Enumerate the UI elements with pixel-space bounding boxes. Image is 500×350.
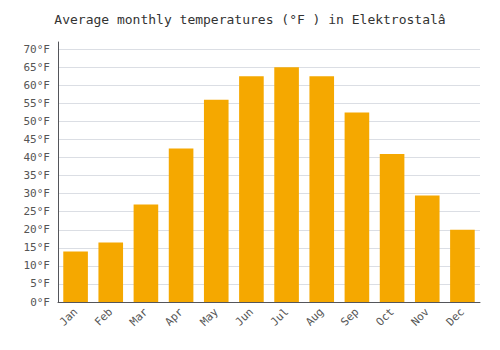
svg-text:Feb: Feb (92, 305, 115, 328)
svg-text:20°F: 20°F (24, 223, 51, 236)
svg-text:May: May (198, 305, 221, 328)
svg-text:15°F: 15°F (24, 241, 51, 254)
svg-text:Nov: Nov (409, 305, 432, 328)
svg-text:60°F: 60°F (24, 79, 51, 92)
svg-text:Dec: Dec (444, 305, 467, 328)
svg-text:Sep: Sep (338, 305, 361, 328)
svg-text:Aug: Aug (303, 305, 326, 328)
svg-text:5°F: 5°F (30, 277, 50, 290)
svg-text:35°F: 35°F (24, 169, 51, 182)
svg-text:Jul: Jul (268, 305, 291, 328)
svg-text:25°F: 25°F (24, 205, 51, 218)
svg-text:Jun: Jun (233, 305, 256, 328)
svg-text:55°F: 55°F (24, 97, 51, 110)
svg-text:Apr: Apr (162, 305, 185, 328)
svg-text:10°F: 10°F (24, 259, 51, 272)
svg-text:0°F: 0°F (30, 296, 50, 309)
svg-text:40°F: 40°F (24, 151, 51, 164)
svg-text:30°F: 30°F (24, 187, 51, 200)
svg-text:45°F: 45°F (24, 133, 51, 146)
svg-text:70°F: 70°F (24, 43, 51, 56)
svg-text:Jan: Jan (57, 305, 80, 328)
svg-text:50°F: 50°F (24, 115, 51, 128)
svg-text:Oct: Oct (373, 305, 396, 328)
svg-text:Mar: Mar (127, 305, 150, 328)
svg-text:Average monthly temperatures (: Average monthly temperatures (°F ) in El… (54, 12, 445, 27)
svg-text:65°F: 65°F (24, 61, 51, 74)
